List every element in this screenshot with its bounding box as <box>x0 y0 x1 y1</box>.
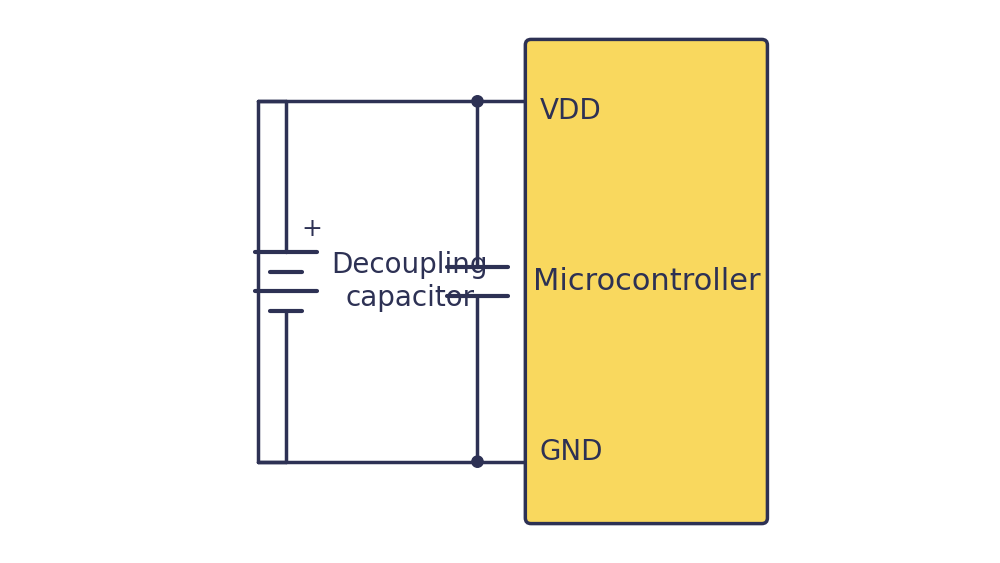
Circle shape <box>472 456 483 467</box>
Text: VDD: VDD <box>539 96 601 124</box>
FancyBboxPatch shape <box>525 39 767 524</box>
Text: Microcontroller: Microcontroller <box>533 267 760 296</box>
Text: Decoupling
capacitor: Decoupling capacitor <box>332 251 488 312</box>
Text: +: + <box>301 217 322 242</box>
Circle shape <box>472 96 483 107</box>
Text: GND: GND <box>539 439 603 467</box>
